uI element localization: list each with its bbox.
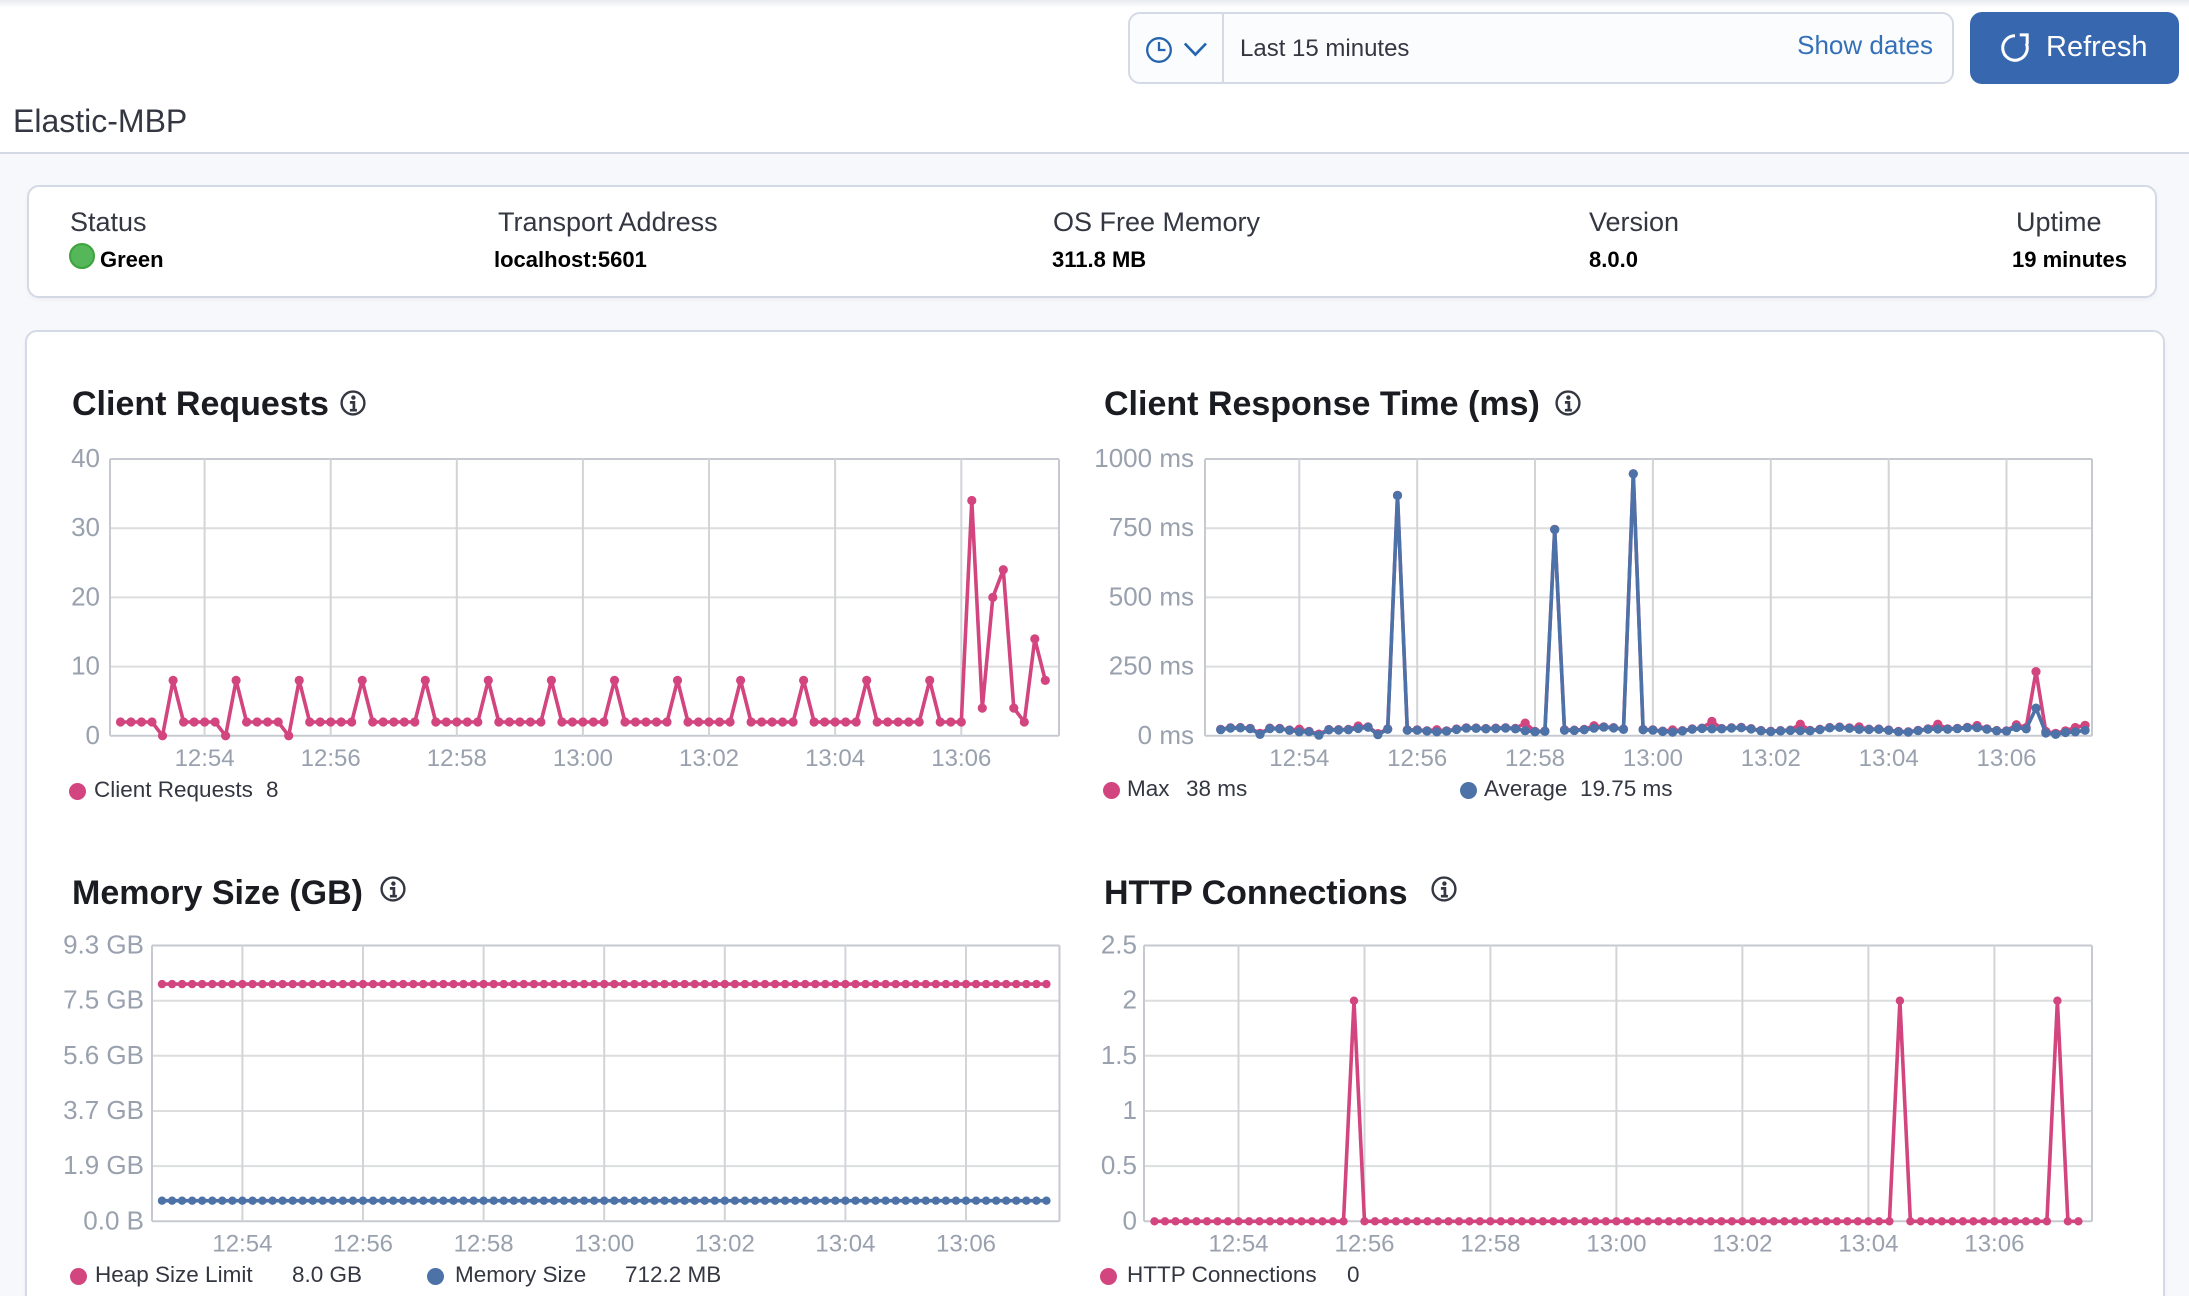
svg-text:1000 ms: 1000 ms bbox=[1094, 443, 1194, 473]
svg-text:500 ms: 500 ms bbox=[1109, 581, 1194, 611]
svg-text:12:58: 12:58 bbox=[454, 1230, 514, 1257]
svg-text:13:04: 13:04 bbox=[815, 1230, 875, 1257]
svg-text:13:00: 13:00 bbox=[1623, 745, 1683, 772]
svg-text:13:04: 13:04 bbox=[1838, 1230, 1898, 1257]
svg-text:13:06: 13:06 bbox=[931, 745, 991, 772]
svg-text:5.6 GB: 5.6 GB bbox=[63, 1040, 144, 1070]
svg-text:750 ms: 750 ms bbox=[1109, 512, 1194, 542]
svg-text:13:02: 13:02 bbox=[1712, 1230, 1772, 1257]
svg-text:12:54: 12:54 bbox=[175, 745, 235, 772]
svg-text:12:54: 12:54 bbox=[1269, 745, 1329, 772]
svg-text:10: 10 bbox=[71, 651, 100, 681]
svg-text:12:54: 12:54 bbox=[1208, 1230, 1268, 1257]
svg-text:13:04: 13:04 bbox=[805, 745, 865, 772]
svg-text:0: 0 bbox=[86, 720, 100, 750]
svg-text:12:56: 12:56 bbox=[301, 745, 361, 772]
svg-text:0 ms: 0 ms bbox=[1138, 720, 1194, 750]
svg-text:12:58: 12:58 bbox=[1505, 745, 1565, 772]
svg-text:9.3 GB: 9.3 GB bbox=[63, 930, 144, 960]
svg-text:12:58: 12:58 bbox=[427, 745, 487, 772]
svg-text:13:00: 13:00 bbox=[553, 745, 613, 772]
svg-text:30: 30 bbox=[71, 512, 100, 542]
svg-text:0.5: 0.5 bbox=[1101, 1150, 1137, 1180]
svg-text:12:58: 12:58 bbox=[1460, 1230, 1520, 1257]
svg-text:13:00: 13:00 bbox=[574, 1230, 634, 1257]
svg-text:13:02: 13:02 bbox=[1741, 745, 1801, 772]
svg-text:12:56: 12:56 bbox=[1387, 745, 1447, 772]
svg-text:12:56: 12:56 bbox=[1334, 1230, 1394, 1257]
svg-text:2.5: 2.5 bbox=[1101, 930, 1137, 960]
svg-text:40: 40 bbox=[71, 443, 100, 473]
svg-text:1.9 GB: 1.9 GB bbox=[63, 1150, 144, 1180]
svg-text:13:00: 13:00 bbox=[1586, 1230, 1646, 1257]
svg-text:0.0 B: 0.0 B bbox=[83, 1205, 144, 1235]
svg-text:0: 0 bbox=[1123, 1205, 1137, 1235]
svg-text:12:54: 12:54 bbox=[212, 1230, 272, 1257]
svg-text:13:06: 13:06 bbox=[1976, 745, 2036, 772]
svg-text:1.5: 1.5 bbox=[1101, 1040, 1137, 1070]
svg-text:20: 20 bbox=[71, 581, 100, 611]
svg-text:12:56: 12:56 bbox=[333, 1230, 393, 1257]
svg-text:13:02: 13:02 bbox=[679, 745, 739, 772]
svg-text:13:04: 13:04 bbox=[1859, 745, 1919, 772]
svg-text:3.7 GB: 3.7 GB bbox=[63, 1095, 144, 1125]
svg-text:250 ms: 250 ms bbox=[1109, 651, 1194, 681]
svg-text:7.5 GB: 7.5 GB bbox=[63, 985, 144, 1015]
svg-text:1: 1 bbox=[1123, 1095, 1137, 1125]
svg-text:13:02: 13:02 bbox=[695, 1230, 755, 1257]
svg-text:2: 2 bbox=[1123, 985, 1137, 1015]
svg-text:13:06: 13:06 bbox=[1964, 1230, 2024, 1257]
svg-text:13:06: 13:06 bbox=[936, 1230, 996, 1257]
